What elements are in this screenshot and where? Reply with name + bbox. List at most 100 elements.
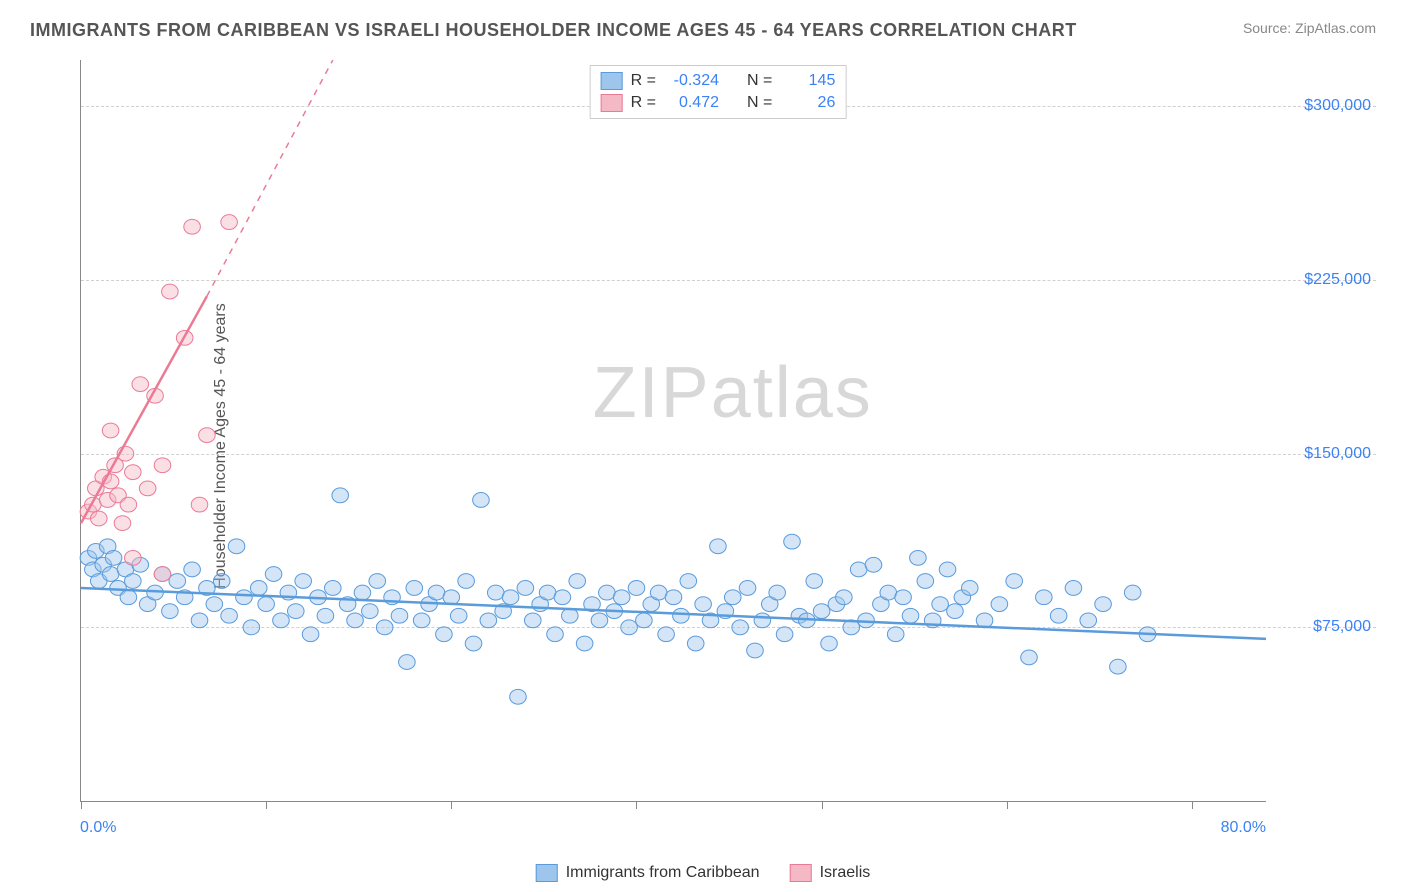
data-point	[221, 215, 238, 230]
data-point	[191, 613, 208, 628]
r-value: -0.324	[664, 72, 719, 90]
data-point	[213, 574, 230, 589]
data-point	[895, 590, 912, 605]
data-point	[90, 511, 107, 526]
n-label: N =	[747, 94, 772, 112]
y-tick-label: $300,000	[1276, 97, 1371, 115]
data-point	[769, 585, 786, 600]
data-point	[391, 608, 408, 623]
data-point	[184, 562, 201, 577]
x-min-label: 0.0%	[80, 819, 116, 837]
data-point	[947, 604, 964, 619]
data-point	[125, 465, 142, 480]
r-label: R =	[631, 72, 656, 90]
data-point	[887, 627, 904, 642]
data-point	[673, 608, 690, 623]
data-point	[784, 534, 801, 549]
x-tick	[266, 801, 267, 809]
data-point	[450, 608, 467, 623]
data-point	[132, 377, 149, 392]
data-point	[754, 613, 771, 628]
data-point	[658, 627, 675, 642]
data-point	[258, 597, 275, 612]
data-point	[1021, 650, 1038, 665]
r-label: R =	[631, 94, 656, 112]
data-point	[413, 613, 430, 628]
data-point	[576, 636, 593, 651]
data-point	[599, 585, 616, 600]
data-point	[287, 604, 304, 619]
data-point	[199, 428, 216, 443]
data-point	[105, 550, 122, 565]
n-label: N =	[747, 72, 772, 90]
data-point	[376, 620, 393, 635]
data-point	[628, 581, 645, 596]
data-point	[295, 574, 312, 589]
data-point	[554, 590, 571, 605]
data-point	[687, 636, 704, 651]
data-point	[228, 539, 245, 554]
data-point	[236, 590, 253, 605]
data-point	[591, 613, 608, 628]
x-max-label: 80.0%	[1221, 819, 1266, 837]
data-point	[621, 620, 638, 635]
data-point	[162, 284, 179, 299]
y-tick-label: $225,000	[1276, 271, 1371, 289]
data-point	[1050, 608, 1067, 623]
legend-series-label: Israelis	[820, 864, 871, 882]
data-point	[510, 689, 527, 704]
data-point	[813, 604, 830, 619]
data-point	[776, 627, 793, 642]
data-point	[154, 458, 171, 473]
legend-stats-row: R =0.472N =26	[601, 92, 836, 114]
data-point	[850, 562, 867, 577]
legend-series-label: Immigrants from Caribbean	[566, 864, 760, 882]
data-point	[354, 585, 371, 600]
data-point	[710, 539, 727, 554]
data-point	[880, 585, 897, 600]
x-tick	[1192, 801, 1193, 809]
data-point	[1095, 597, 1112, 612]
data-point	[517, 581, 534, 596]
data-point	[806, 574, 823, 589]
legend-series: Immigrants from Caribbean Israelis	[536, 864, 871, 882]
data-point	[125, 550, 142, 565]
data-point	[991, 597, 1008, 612]
x-tick	[451, 801, 452, 809]
data-point	[680, 574, 697, 589]
data-point	[739, 581, 756, 596]
x-tick	[822, 801, 823, 809]
data-point	[562, 608, 579, 623]
n-value: 145	[780, 72, 835, 90]
data-point	[732, 620, 749, 635]
data-point	[221, 608, 238, 623]
data-point	[1036, 590, 1053, 605]
data-point	[910, 550, 927, 565]
data-point	[436, 627, 453, 642]
data-point	[302, 627, 319, 642]
n-value: 26	[780, 94, 835, 112]
data-point	[102, 423, 119, 438]
data-point	[362, 604, 379, 619]
data-point	[961, 581, 978, 596]
chart-title: IMMIGRANTS FROM CARIBBEAN VS ISRAELI HOU…	[30, 20, 1077, 41]
data-point	[325, 581, 342, 596]
data-point	[206, 597, 223, 612]
data-point	[865, 557, 882, 572]
data-point	[836, 590, 853, 605]
data-point	[191, 497, 208, 512]
data-point	[154, 567, 171, 582]
data-point	[243, 620, 260, 635]
data-point	[1124, 585, 1141, 600]
scatter-svg	[81, 60, 1266, 801]
data-point	[569, 574, 586, 589]
source-attribution: Source: ZipAtlas.com	[1243, 20, 1376, 36]
legend-swatch	[601, 94, 623, 112]
data-point	[724, 590, 741, 605]
data-point	[369, 574, 386, 589]
data-point	[1006, 574, 1023, 589]
data-point	[162, 604, 179, 619]
data-point	[480, 613, 497, 628]
data-point	[539, 585, 556, 600]
data-point	[665, 590, 682, 605]
